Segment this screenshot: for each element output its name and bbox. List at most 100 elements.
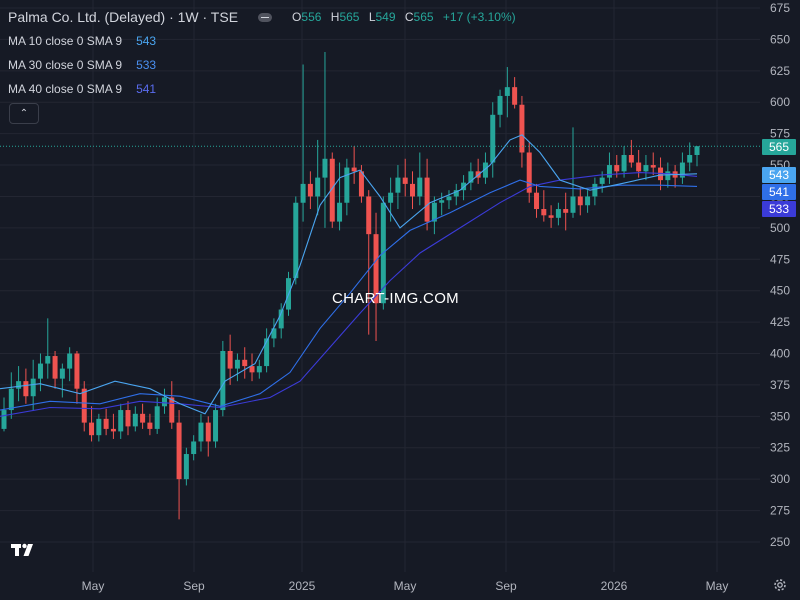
candle [410, 171, 416, 210]
candle [147, 413, 153, 436]
time-tick-label: Sep [495, 579, 517, 593]
ma40-line [0, 172, 698, 417]
price-tick-label: 300 [770, 472, 790, 486]
candle-body [358, 171, 364, 197]
price-tag: 565 [762, 139, 796, 155]
candle-body [628, 155, 634, 163]
tradingview-logo-icon[interactable] [10, 540, 38, 560]
candle [118, 403, 124, 439]
candle-body [37, 363, 43, 379]
hide-icon[interactable] [258, 12, 273, 22]
candle [679, 152, 685, 184]
candle-body [154, 406, 160, 429]
candle [650, 152, 656, 176]
candle [300, 64, 306, 222]
candle [490, 102, 496, 178]
candle-body [110, 428, 116, 432]
candle [45, 318, 51, 379]
candle [264, 328, 270, 373]
candle-body [351, 167, 357, 172]
symbol-title[interactable]: Palma Co. Ltd. (Delayed) · 1W · TSE [8, 9, 239, 25]
legend: Palma Co. Ltd. (Delayed) · 1W · TSE O556… [8, 7, 516, 101]
candle-body [453, 190, 459, 197]
time-tick-label: 2025 [289, 579, 316, 593]
chevron-up-icon: ⌃ [19, 108, 29, 119]
candle-body [643, 165, 649, 172]
price-tag: 533 [762, 201, 796, 217]
candle-body [293, 202, 299, 279]
price-tags: 565 543 541 533 [762, 139, 796, 217]
candle [417, 152, 423, 206]
price-tick-label: 650 [770, 32, 790, 46]
candle [191, 435, 197, 461]
candle [628, 139, 634, 168]
candle [395, 165, 401, 210]
gear-icon[interactable] [772, 577, 788, 593]
candle [366, 190, 372, 335]
candle [373, 212, 379, 341]
indicator-ma30[interactable]: MA 30 close 0 SMA 9 533 [8, 58, 157, 72]
candle-body [147, 422, 153, 429]
candle [23, 368, 29, 404]
candle-body [213, 410, 219, 442]
price-axis[interactable]: 2502753003253503754004254504755005255505… [770, 1, 790, 549]
candle-body [96, 418, 102, 436]
candle-body [16, 381, 22, 389]
candle-body [366, 196, 372, 235]
candle-body [687, 155, 693, 163]
time-tick-label: 2026 [601, 579, 628, 593]
candle [59, 363, 65, 398]
candle [89, 406, 95, 442]
candle-body [322, 158, 328, 178]
candle-body [679, 162, 685, 178]
price-tick-label: 425 [770, 315, 790, 329]
candle-body [256, 366, 262, 373]
candle [439, 192, 445, 216]
candle-body [74, 353, 80, 389]
candle-body [278, 309, 284, 329]
candle [687, 142, 693, 172]
price-tag-label: 543 [769, 168, 789, 182]
candle [512, 77, 518, 109]
candle [475, 158, 481, 184]
candle-body [373, 234, 379, 304]
candle-body [431, 202, 437, 222]
candle-body [169, 397, 175, 423]
candle-body [220, 351, 226, 411]
candle-body [497, 95, 503, 115]
candle [8, 372, 14, 419]
candle [592, 177, 598, 206]
candle-body [592, 183, 598, 197]
candle [402, 158, 408, 197]
indicator-ma10[interactable]: MA 10 close 0 SMA 9 543 [8, 34, 157, 48]
grid [0, 0, 760, 572]
candle-body [504, 87, 510, 96]
price-tick-label: 450 [770, 284, 790, 298]
price-tick-label: 500 [770, 221, 790, 235]
candle-body [300, 183, 306, 203]
candle [234, 353, 240, 382]
candle-body [249, 366, 255, 373]
candle-body [446, 196, 452, 201]
candle-body [161, 397, 167, 407]
price-tag-bg [762, 139, 796, 155]
price-tick-label: 275 [770, 504, 790, 518]
collapse-legend-button[interactable]: ⌃ [9, 103, 39, 124]
candle-body [191, 441, 197, 455]
candle-body [59, 368, 65, 379]
candle [555, 202, 561, 226]
ohlc-values: O556 H565 L549 C565 +17 (+3.10%) [292, 10, 516, 24]
price-tick-label: 675 [770, 1, 790, 15]
price-tag-label: 565 [769, 140, 789, 154]
candle [636, 149, 642, 178]
candle-body [650, 165, 656, 168]
candle-body [417, 177, 423, 197]
time-axis[interactable]: May Sep 2025 May Sep 2026 May [82, 579, 729, 593]
candle [132, 406, 138, 432]
candle-body [8, 388, 14, 411]
indicator-ma40[interactable]: MA 40 close 0 SMA 9 541 [8, 82, 157, 96]
candle [16, 366, 22, 402]
candle [183, 447, 189, 486]
price-tick-label: 325 [770, 441, 790, 455]
